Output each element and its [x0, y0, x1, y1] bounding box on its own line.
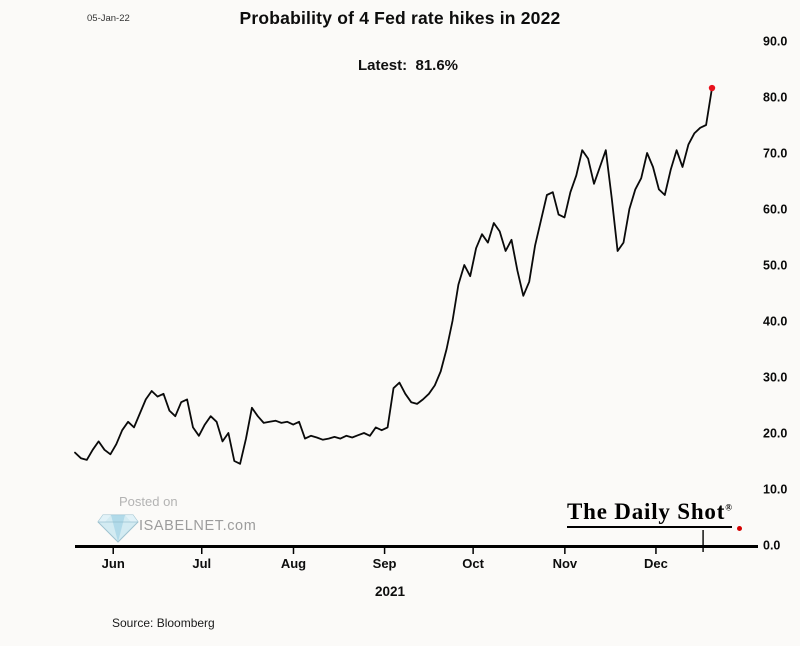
posted-on-label: Posted on: [119, 494, 178, 509]
daily-shot-name: The Daily Shot: [567, 499, 726, 524]
x-axis-year-label: 2021: [374, 584, 406, 599]
x-axis-label: Nov: [553, 556, 578, 571]
y-axis-label: 70.0: [763, 147, 787, 161]
y-axis-label: 90.0: [763, 35, 787, 49]
registered-mark: ®: [725, 502, 732, 513]
daily-shot-text: The Daily Shot®: [567, 499, 732, 525]
x-axis-label: Oct: [462, 556, 484, 571]
end-marker-dot: [708, 84, 716, 92]
y-axis-label: 50.0: [763, 259, 787, 273]
y-axis-label: 20.0: [763, 427, 787, 441]
y-axis-label: 40.0: [763, 315, 787, 329]
y-axis-label: 10.0: [763, 483, 787, 497]
x-axis-label: Sep: [373, 556, 397, 571]
y-axis-label: 0.0: [763, 539, 780, 553]
daily-shot-underline: [567, 526, 732, 528]
daily-shot-logo: The Daily Shot®: [567, 499, 742, 531]
daily-shot-red-dot-icon: [736, 526, 742, 531]
y-axis-label: 60.0: [763, 203, 787, 217]
y-axis-label: 30.0: [763, 371, 787, 385]
x-axis-label: Jul: [192, 556, 211, 571]
series-line: [74, 87, 713, 465]
latest-value-label: Latest: 81.6%: [357, 57, 459, 74]
isabelnet-watermark: ISABELNET.com: [139, 518, 257, 534]
chart-title: Probability of 4 Fed rate hikes in 2022: [239, 8, 561, 28]
isabelnet-diamond-icon: [97, 514, 139, 543]
x-axis-label: Aug: [281, 556, 306, 571]
x-axis-label: Dec: [644, 556, 668, 571]
y-axis-label: 80.0: [763, 91, 787, 105]
source-label: Source: Bloomberg: [112, 616, 215, 630]
x-axis-label: Jun: [102, 556, 125, 571]
date-label: 05-Jan-22: [87, 13, 130, 24]
